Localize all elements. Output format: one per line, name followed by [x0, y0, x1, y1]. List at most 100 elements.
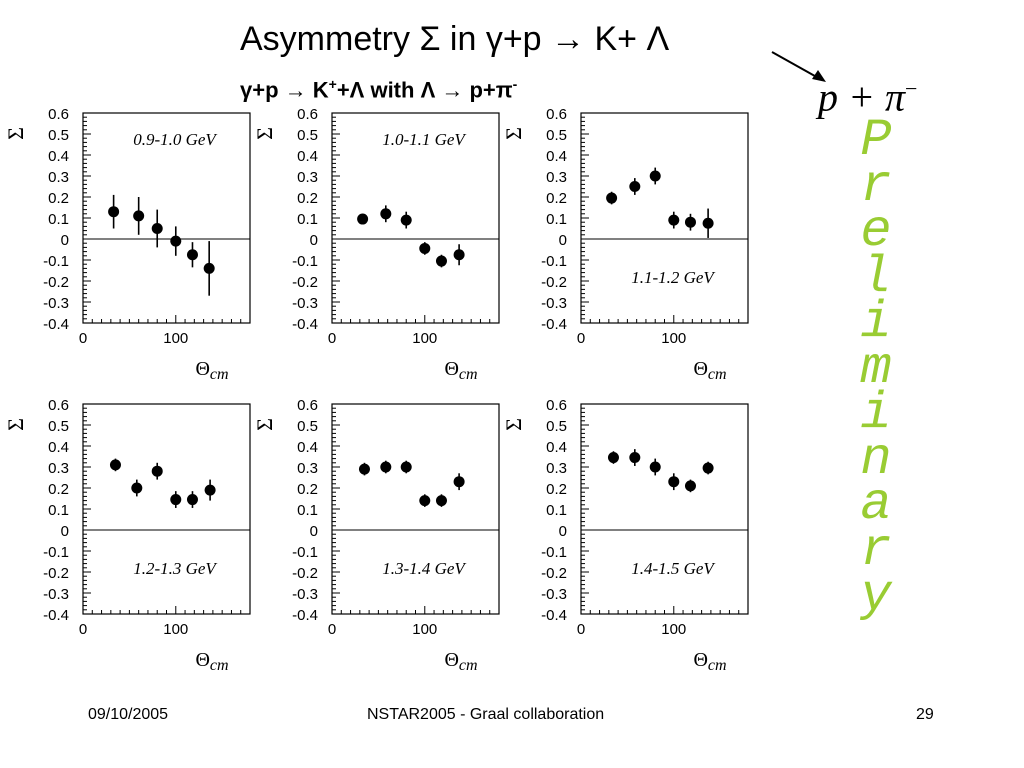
y-tick-label: -0.3: [292, 586, 318, 603]
data-point: [435, 495, 447, 507]
preliminary-letter: l: [860, 247, 892, 307]
subtitle-part2: +Λ with Λ → p+π: [336, 77, 513, 103]
x-axis-label: Θcm: [693, 358, 726, 383]
y-tick-label: -0.1: [43, 544, 69, 561]
y-tick-label: -0.4: [541, 607, 567, 624]
y-tick-label: 0.5: [297, 418, 318, 435]
decay-arrow: [771, 51, 826, 82]
panel-label: 1.2-1.3 GeV: [133, 559, 218, 578]
y-tick-label: -0.2: [541, 274, 567, 291]
y-tick-label: 0: [310, 523, 318, 540]
y-axis-label: Σ: [252, 418, 277, 431]
panel-label: 0.9-1.0 GeV: [133, 130, 218, 149]
x-tick-label: 100: [661, 330, 686, 347]
panel-label: 1.0-1.1 GeV: [382, 130, 467, 149]
data-point: [400, 461, 412, 473]
preliminary-letter: m: [860, 338, 892, 398]
data-point: [607, 452, 619, 464]
data-point: [419, 242, 431, 254]
preliminary-letter: i: [860, 293, 892, 352]
y-tick-label: 0.5: [297, 127, 318, 144]
x-axis-label: Θcm: [444, 358, 477, 383]
preliminary-letter: y: [860, 566, 892, 625]
page-subtitle: γ+p → K++Λ with Λ → p+π-: [240, 70, 518, 102]
chart-panel: -0.4 -0.3 -0.2 -0.1 0 0.1 0.2 0.3 0.4 0.5 0.6 0 100 Σ…: [252, 106, 500, 383]
y-tick-label: 0.5: [48, 418, 69, 435]
y-tick-label: 0.1: [546, 211, 567, 228]
y-tick-label: 0.4: [546, 439, 567, 456]
y-axis-label: Σ: [501, 418, 526, 431]
x-tick-label: 100: [163, 621, 188, 638]
y-tick-label: 0.1: [297, 211, 318, 228]
title-main: Asymmetry Σ: [240, 20, 441, 58]
data-point: [186, 494, 198, 506]
plot-frame: [331, 403, 500, 615]
y-tick-label: 0: [61, 523, 69, 540]
y-tick-label: -0.2: [541, 565, 567, 582]
y-tick-label: -0.4: [541, 316, 567, 333]
y-tick-label: 0.3: [546, 460, 567, 477]
preliminary-letter: n: [860, 429, 892, 489]
data-point: [186, 249, 198, 261]
data-point: [649, 461, 661, 473]
y-tick-label: 0.1: [48, 502, 69, 519]
preliminary-letter: r: [860, 156, 892, 216]
y-tick-label: -0.3: [292, 295, 318, 312]
y-tick-label: 0.4: [297, 148, 318, 165]
y-tick-label: -0.4: [292, 316, 318, 333]
y-tick-label: -0.3: [541, 295, 567, 312]
x-tick-label: 0: [577, 621, 585, 638]
y-axis-label: Σ: [3, 127, 28, 140]
data-point: [629, 452, 641, 464]
x-axis-label: Θcm: [195, 358, 228, 383]
y-tick-label: 0: [559, 523, 567, 540]
data-point: [649, 170, 661, 182]
preliminary-letter: P: [860, 111, 892, 170]
y-tick-label: 0.4: [546, 148, 567, 165]
data-point: [131, 482, 143, 494]
data-point: [453, 476, 465, 488]
y-tick-label: 0.6: [48, 106, 69, 123]
y-tick-label: 0.6: [546, 397, 567, 414]
data-point: [400, 214, 412, 226]
chart-panel: -0.4 -0.3 -0.2 -0.1 0 0.1 0.2 0.3 0.4 0.5 0.6 0 100 Σ…: [501, 106, 749, 383]
y-tick-label: -0.1: [541, 544, 567, 561]
data-point: [151, 223, 163, 234]
y-tick-label: -0.2: [43, 274, 69, 291]
page-title: Asymmetry Σ in γ+p → K+ Λ: [240, 16, 800, 62]
y-tick-label: 0: [61, 232, 69, 249]
decay-formula-sup: −: [905, 76, 918, 101]
x-axis-label: Θcm: [444, 649, 477, 674]
x-tick-label: 100: [661, 621, 686, 638]
data-point: [133, 210, 145, 222]
y-tick-label: 0.6: [546, 106, 567, 123]
y-tick-label: 0.5: [546, 127, 567, 144]
subtitle-sup1: +: [328, 76, 337, 92]
y-tick-label: 0.1: [297, 502, 318, 519]
y-tick-label: 0.4: [297, 439, 318, 456]
preliminary-letter: e: [860, 202, 892, 261]
preliminary-letter: i: [860, 384, 892, 443]
footer-event: NSTAR2005 - Graal collaboration: [367, 706, 605, 723]
y-tick-label: 0.3: [48, 169, 69, 186]
preliminary-letter: a: [860, 475, 892, 534]
y-tick-label: -0.1: [43, 253, 69, 270]
data-point: [358, 463, 370, 475]
data-point: [380, 461, 392, 473]
subtitle-sup2: -: [512, 76, 518, 92]
data-point: [435, 255, 447, 267]
x-axis-label: Θcm: [693, 649, 726, 674]
footer-date: 09/10/2005: [88, 706, 169, 723]
chart-panel: -0.4 -0.3 -0.2 -0.1 0 0.1 0.2 0.3 0.4 0.5 0.6 0 100 Σ…: [252, 397, 500, 674]
x-tick-label: 0: [328, 621, 336, 638]
x-tick-label: 0: [79, 330, 87, 347]
y-tick-label: 0.1: [48, 211, 69, 228]
title-reaction: in γ+p → K+ Λ: [449, 20, 670, 58]
x-tick-label: 0: [79, 621, 87, 638]
data-point: [151, 465, 163, 477]
data-point: [668, 476, 680, 488]
panel-label: 1.3-1.4 GeV: [382, 559, 467, 578]
footer-page: 29: [916, 706, 934, 723]
